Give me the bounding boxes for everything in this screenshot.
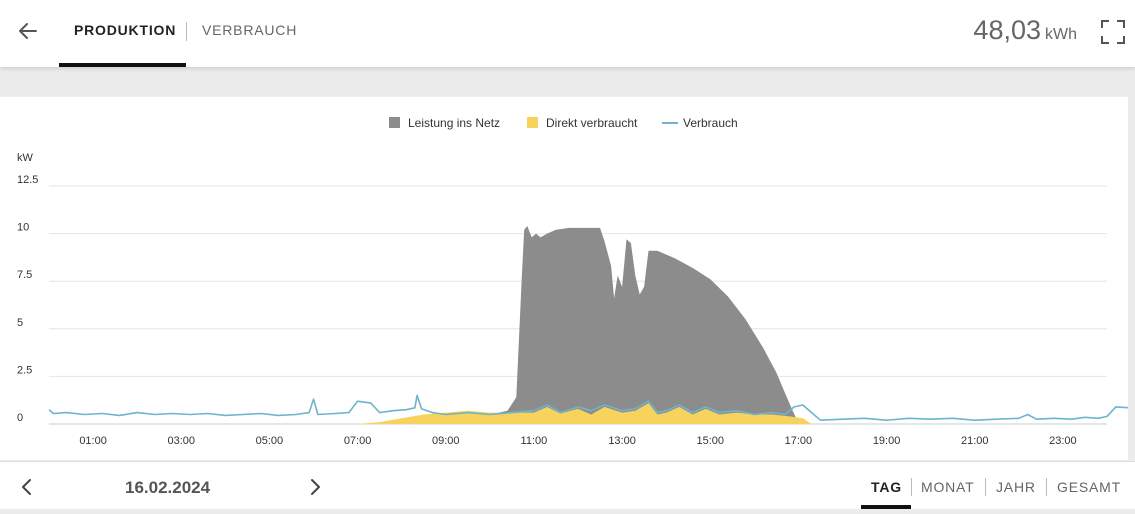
tab-verbrauch[interactable]: VERBRAUCH xyxy=(202,22,298,38)
total-energy-value: 48,03 xyxy=(973,15,1041,45)
x-tick-label: 17:00 xyxy=(785,435,813,447)
x-tick-label: 05:00 xyxy=(256,435,284,447)
y-tick-label: 7.5 xyxy=(17,269,32,281)
top-bar: PRODUKTION VERBRAUCH 48,03 kWh xyxy=(0,0,1135,67)
x-axis-ticks: 01:00 03:00 05:00 07:00 09:00 11:00 13:00 15:00… xyxy=(79,435,1076,447)
y-axis-ticks: 0 2.5 5 7.5 10 12.5 xyxy=(17,174,38,424)
x-tick-label: 11:00 xyxy=(521,435,548,447)
period-monat[interactable]: MONAT xyxy=(921,479,975,495)
chart-card: Leistung ins Netz Direkt verbraucht Verbra… xyxy=(0,97,1128,460)
active-period-indicator xyxy=(861,505,911,509)
series-area-0 xyxy=(445,226,799,424)
x-tick-label: 13:00 xyxy=(608,435,636,447)
y-tick-label: 2.5 xyxy=(17,364,32,376)
x-tick-label: 15:00 xyxy=(696,435,724,447)
legend-swatch-0 xyxy=(389,117,400,128)
period-divider xyxy=(985,478,986,496)
legend-label-2: Verbrauch xyxy=(683,116,738,130)
period-tag[interactable]: TAG xyxy=(871,479,902,495)
arrow-left-icon[interactable] xyxy=(14,17,42,45)
active-tab-indicator xyxy=(59,63,186,67)
legend-label-0: Leistung ins Netz xyxy=(408,116,500,130)
legend-swatch-1 xyxy=(527,117,538,128)
y-tick-label: 12.5 xyxy=(17,174,38,186)
total-energy-unit: kWh xyxy=(1045,26,1077,43)
period-divider xyxy=(1046,478,1047,496)
tab-divider xyxy=(186,22,187,41)
y-tick-label: 0 xyxy=(17,412,23,424)
series-line-2 xyxy=(48,394,1128,421)
energy-chart: Leistung ins Netz Direkt verbraucht Verbra… xyxy=(17,116,1128,447)
x-tick-label: 19:00 xyxy=(873,435,901,447)
x-tick-label: 21:00 xyxy=(961,435,989,447)
chevron-left-icon[interactable] xyxy=(16,476,38,498)
plot-area xyxy=(48,226,1128,424)
x-tick-label: 01:00 xyxy=(79,435,107,447)
date-label[interactable]: 16.02.2024 xyxy=(125,478,211,497)
y-tick-label: 10 xyxy=(17,222,29,234)
y-tick-label: 5 xyxy=(17,317,23,329)
series-area-1 xyxy=(357,403,812,424)
period-gesamt[interactable]: GESAMT xyxy=(1057,479,1121,495)
period-jahr[interactable]: JAHR xyxy=(996,479,1036,495)
period-divider xyxy=(911,478,912,496)
bottom-bar: 16.02.2024 TAG MONAT JAHR GESAMT xyxy=(0,461,1135,509)
legend-label-1: Direkt verbraucht xyxy=(546,116,638,130)
y-axis-unit: kW xyxy=(17,152,34,164)
chevron-right-icon[interactable] xyxy=(304,476,326,498)
chart-legend: Leistung ins Netz Direkt verbraucht Verbra… xyxy=(389,116,738,130)
x-tick-label: 03:00 xyxy=(167,435,195,447)
x-tick-label: 23:00 xyxy=(1049,435,1077,447)
fullscreen-icon[interactable] xyxy=(1100,19,1126,45)
tab-produktion[interactable]: PRODUKTION xyxy=(74,22,177,38)
x-tick-label: 09:00 xyxy=(432,435,460,447)
total-energy: 48,03 kWh xyxy=(973,15,1077,46)
x-tick-label: 07:00 xyxy=(344,435,372,447)
